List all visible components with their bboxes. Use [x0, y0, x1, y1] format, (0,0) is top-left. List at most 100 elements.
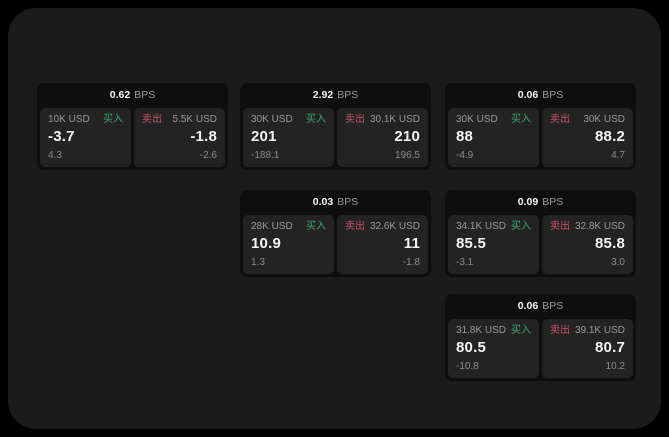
sell-side-label: 卖出	[345, 114, 365, 125]
sell-amount: 32.6K USD	[369, 221, 420, 232]
sell-price: -1.8	[190, 128, 217, 145]
quote-card: 0.62 BPS 10K USD 买入 -3.7 4.3 卖出 5.5K USD…	[37, 83, 228, 170]
buy-tile[interactable]: 30K USD 买入 201 -188.1	[243, 108, 334, 167]
buy-amount: 31.8K USD	[456, 325, 507, 336]
buy-price: 10.9	[251, 235, 281, 252]
sell-sub-value: -2.6	[199, 150, 217, 161]
spread-unit-label: BPS	[542, 89, 564, 102]
quote-card: 0.03 BPS 28K USD 买入 10.9 1.3 卖出 32.6K US…	[240, 190, 431, 277]
card-spread-header: 2.92 BPS	[240, 83, 431, 108]
spread-value: 0.06	[517, 89, 539, 102]
card-body: 10K USD 买入 -3.7 4.3 卖出 5.5K USD -1.8 -2.…	[37, 108, 228, 170]
spread-value: 0.09	[517, 196, 539, 209]
sell-amount: 30K USD	[583, 114, 625, 125]
sell-price: 210	[394, 128, 420, 145]
buy-price: 201	[251, 128, 277, 145]
buy-sub-value: -3.1	[456, 257, 474, 268]
spread-unit-label: BPS	[134, 89, 156, 102]
card-body: 34.1K USD 买入 85.5 -3.1 卖出 32.8K USD 85.8…	[445, 215, 636, 277]
quote-card: 0.06 BPS 30K USD 买入 88 -4.9 卖出 30K USD 8…	[445, 83, 636, 170]
sell-tile[interactable]: 卖出 30.1K USD 210 196.5	[337, 108, 428, 167]
buy-tile[interactable]: 10K USD 买入 -3.7 4.3	[40, 108, 131, 167]
buy-amount: 30K USD	[251, 114, 293, 125]
card-body: 30K USD 买入 88 -4.9 卖出 30K USD 88.2 4.7	[445, 108, 636, 170]
app-window: 0.62 BPS 10K USD 买入 -3.7 4.3 卖出 5.5K USD…	[8, 8, 661, 429]
buy-tile-header: 10K USD 买入	[48, 115, 123, 125]
sell-sub-value: 10.2	[605, 361, 625, 372]
card-body: 30K USD 买入 201 -188.1 卖出 30.1K USD 210 1…	[240, 108, 431, 170]
sell-sub-value: 4.7	[611, 150, 625, 161]
buy-tile[interactable]: 31.8K USD 买入 80.5 -10.8	[448, 319, 539, 378]
sell-tile-header: 卖出 32.6K USD	[345, 222, 420, 232]
sell-tile[interactable]: 卖出 30K USD 88.2 4.7	[542, 108, 633, 167]
buy-tile-header: 28K USD 买入	[251, 222, 326, 232]
sell-sub-value: 196.5	[394, 150, 420, 161]
card-spread-header: 0.03 BPS	[240, 190, 431, 215]
spread-value: 0.03	[312, 196, 334, 209]
sell-tile-header: 卖出 39.1K USD	[550, 326, 625, 336]
buy-sub-value: 1.3	[251, 257, 265, 268]
buy-side-label: 买入	[511, 325, 531, 336]
sell-tile[interactable]: 卖出 32.6K USD 11 -1.8	[337, 215, 428, 274]
spread-unit-label: BPS	[542, 300, 564, 313]
sell-side-label: 卖出	[142, 114, 162, 125]
buy-amount: 30K USD	[456, 114, 498, 125]
buy-tile[interactable]: 34.1K USD 买入 85.5 -3.1	[448, 215, 539, 274]
buy-side-label: 买入	[511, 221, 531, 232]
buy-sub-value: -10.8	[456, 361, 479, 372]
sell-side-label: 卖出	[550, 114, 570, 125]
buy-amount: 10K USD	[48, 114, 90, 125]
spread-unit-label: BPS	[542, 196, 564, 209]
quote-card: 0.09 BPS 34.1K USD 买入 85.5 -3.1 卖出 32.8K…	[445, 190, 636, 277]
card-spread-header: 0.62 BPS	[37, 83, 228, 108]
buy-sub-value: -4.9	[456, 150, 474, 161]
sell-sub-value: -1.8	[402, 257, 420, 268]
sell-amount: 39.1K USD	[574, 325, 625, 336]
sell-side-label: 卖出	[345, 221, 365, 232]
sell-amount: 5.5K USD	[172, 114, 217, 125]
buy-tile[interactable]: 30K USD 买入 88 -4.9	[448, 108, 539, 167]
buy-side-label: 买入	[306, 221, 326, 232]
spread-value: 0.06	[517, 300, 539, 313]
spread-value: 0.62	[109, 89, 131, 102]
spread-unit-label: BPS	[337, 196, 359, 209]
sell-tile-header: 卖出 30K USD	[550, 115, 625, 125]
sell-price: 80.7	[595, 339, 625, 356]
sell-price: 85.8	[595, 235, 625, 252]
card-spread-header: 0.09 BPS	[445, 190, 636, 215]
buy-sub-value: 4.3	[48, 150, 62, 161]
card-body: 31.8K USD 买入 80.5 -10.8 卖出 39.1K USD 80.…	[445, 319, 636, 381]
buy-side-label: 买入	[511, 114, 531, 125]
spread-value: 2.92	[312, 89, 334, 102]
sell-tile-header: 卖出 30.1K USD	[345, 115, 420, 125]
sell-price: 88.2	[595, 128, 625, 145]
sell-amount: 32.8K USD	[574, 221, 625, 232]
sell-tile[interactable]: 卖出 32.8K USD 85.8 3.0	[542, 215, 633, 274]
buy-amount: 28K USD	[251, 221, 293, 232]
buy-price: 85.5	[456, 235, 486, 252]
buy-tile-header: 34.1K USD 买入	[456, 222, 531, 232]
card-body: 28K USD 买入 10.9 1.3 卖出 32.6K USD 11 -1.8	[240, 215, 431, 277]
buy-sub-value: -188.1	[251, 150, 280, 161]
sell-tile[interactable]: 卖出 5.5K USD -1.8 -2.6	[134, 108, 225, 167]
buy-price: 88	[456, 128, 474, 145]
sell-price: 11	[403, 235, 420, 252]
sell-side-label: 卖出	[550, 221, 570, 232]
card-spread-header: 0.06 BPS	[445, 294, 636, 319]
buy-amount: 34.1K USD	[456, 221, 507, 232]
quote-card: 0.06 BPS 31.8K USD 买入 80.5 -10.8 卖出 39.1…	[445, 294, 636, 381]
buy-tile-header: 30K USD 买入	[251, 115, 326, 125]
sell-amount: 30.1K USD	[369, 114, 420, 125]
buy-tile-header: 30K USD 买入	[456, 115, 531, 125]
spread-unit-label: BPS	[337, 89, 359, 102]
buy-tile[interactable]: 28K USD 买入 10.9 1.3	[243, 215, 334, 274]
buy-side-label: 买入	[306, 114, 326, 125]
quote-card: 2.92 BPS 30K USD 买入 201 -188.1 卖出 30.1K …	[240, 83, 431, 170]
buy-tile-header: 31.8K USD 买入	[456, 326, 531, 336]
sell-tile-header: 卖出 5.5K USD	[142, 115, 217, 125]
sell-sub-value: 3.0	[611, 257, 625, 268]
buy-price: 80.5	[456, 339, 486, 356]
sell-tile-header: 卖出 32.8K USD	[550, 222, 625, 232]
sell-side-label: 卖出	[550, 325, 570, 336]
sell-tile[interactable]: 卖出 39.1K USD 80.7 10.2	[542, 319, 633, 378]
